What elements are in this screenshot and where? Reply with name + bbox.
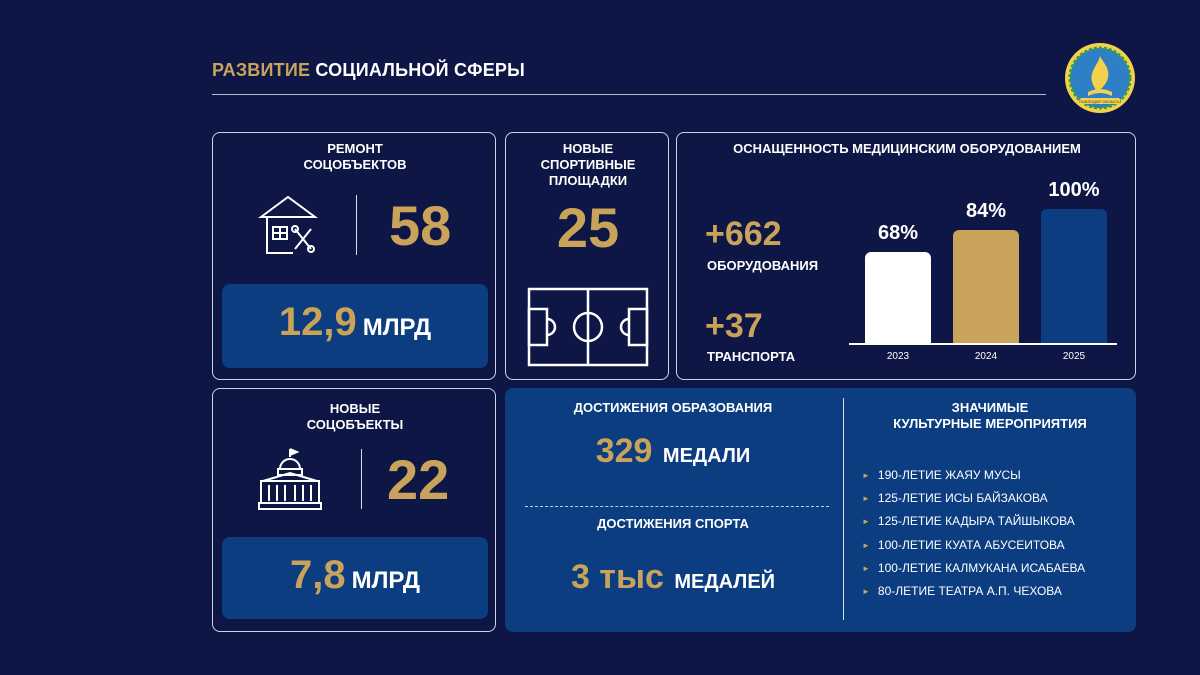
bullet-icon: ► <box>862 563 870 573</box>
new-objects-card: НОВЫЕ СОЦОБЪЕКТЫ 22 7,8 МЛРД <box>212 388 496 632</box>
sports-title: НОВЫЕ СПОРТИВНЫЕ ПЛОЩАДКИ <box>506 141 670 189</box>
new-objects-divider <box>361 449 362 509</box>
transport-count: +37 <box>705 307 763 345</box>
chart-value-label: 68% <box>877 222 919 244</box>
page-title-accent: РАЗВИТИЕ <box>212 60 311 80</box>
medical-title: ОСНАЩЕННОСТЬ МЕДИЦИНСКИМ ОБОРУДОВАНИЕМ <box>733 141 1081 156</box>
sports-count: 25 <box>556 196 620 259</box>
new-objects-amount-value: 7,8 <box>289 553 346 597</box>
culture-event: ► 80-ЛЕТИЕ ТЕАТРА А.П. ЧЕХОВА <box>862 583 1062 598</box>
culture-title: ЗНАЧИМЫЕ КУЛЬТУРНЫЕ МЕРОПРИЯТИЯ <box>851 400 1129 432</box>
new-objects-title: НОВЫЕ СОЦОБЪЕКТЫ <box>213 401 497 433</box>
transport-label: ТРАНСПОРТА <box>707 349 796 364</box>
bullet-icon: ► <box>862 471 870 480</box>
page-title: РАЗВИТИЕ СОЦИАЛЬНОЙ СФЕРЫ <box>212 60 525 81</box>
new-objects-amount-unit: МЛРД <box>351 567 421 594</box>
repair-title: РЕМОНТ СОЦОБЪЕКТОВ <box>213 141 497 173</box>
culture-event: ► 125-ЛЕТИЕ КАДЫРА ТАЙШЫКОВА <box>862 514 1075 529</box>
repair-title-line2: СОЦОБЪЕКТОВ <box>303 157 407 172</box>
medical-chart: 68% 2023 84% 2024 100% 2025 <box>677 133 1137 381</box>
new-objects-amount: 7,8 МЛРД <box>222 553 488 598</box>
sports-title-line2: СПОРТИВНЫЕ <box>540 157 636 172</box>
chart-bar-2025 <box>1041 209 1107 343</box>
bullet-icon: ► <box>862 517 870 527</box>
sport-unit: МЕДАЛЕЙ <box>674 571 776 593</box>
chart-value-label: 100% <box>1048 179 1100 201</box>
education-achievement: 329 МЕДАЛИ <box>523 432 823 471</box>
new-objects-title-line1: НОВЫЕ <box>329 401 381 416</box>
chart-bar-2024 <box>953 230 1019 343</box>
repair-divider <box>356 195 357 255</box>
chart-value-label: 84% <box>965 200 1007 222</box>
achievements-divider <box>525 506 829 507</box>
achievements-panel: ДОСТИЖЕНИЯ ОБРАЗОВАНИЯ 329 МЕДАЛИ ДОСТИЖ… <box>505 388 1136 632</box>
page-title-main: СОЦИАЛЬНОЙ СФЕРЫ <box>315 60 525 80</box>
culture-event: ► 125-ЛЕТИЕ ИСЫ БАЙЗАКОВА <box>862 491 1048 506</box>
government-building-icon <box>258 448 322 510</box>
bullet-icon: ► <box>862 586 870 596</box>
sports-title-line1: НОВЫЕ <box>562 141 614 156</box>
title-divider <box>212 94 1046 95</box>
sports-title-line3: ПЛОЩАДКИ <box>548 173 628 188</box>
bullet-icon: ► <box>862 494 870 504</box>
sport-count: 3 тыс <box>570 558 664 596</box>
repair-card: РЕМОНТ СОЦОБЪЕКТОВ 58 12,9 МЛРД <box>212 132 496 380</box>
education-title: ДОСТИЖЕНИЯ ОБРАЗОВАНИЯ <box>573 400 773 415</box>
repair-amount-panel: 12,9 МЛРД <box>222 284 488 368</box>
culture-event: ► 100-ЛЕТИЕ КАЛМУКАНА ИСАБАЕВА <box>862 560 1086 575</box>
chart-category-label: 2025 <box>1062 351 1086 362</box>
sport-achievement: 3 тыс МЕДАЛЕЙ <box>523 558 823 597</box>
medical-card: ОСНАЩЕННОСТЬ МЕДИЦИНСКИМ ОБОРУДОВАНИЕМ +… <box>676 132 1136 380</box>
equipment-count: +662 <box>705 215 782 253</box>
education-unit: МЕДАЛИ <box>662 445 751 467</box>
culture-event: ► 100-ЛЕТИЕ КУАТА АБУСЕИТОВА <box>862 537 1065 552</box>
football-field-icon <box>527 287 649 367</box>
repair-amount: 12,9 МЛРД <box>222 300 488 345</box>
sports-card: НОВЫЕ СПОРТИВНЫЕ ПЛОЩАДКИ 25 <box>505 132 669 380</box>
chart-axis <box>849 343 1117 345</box>
regional-emblem-icon: ПАВЛОДАР ОБЛЫСЫ <box>1065 43 1135 113</box>
culture-event-list: ► 190-ЛЕТИЕ ЖАЯУ МУСЫ ► 125-ЛЕТИЕ ИСЫ БАЙЗ… <box>862 467 1085 606</box>
bullet-icon: ► <box>862 540 870 550</box>
culture-event: ► 190-ЛЕТИЕ ЖАЯУ МУСЫ <box>862 468 1021 482</box>
new-objects-title-line2: СОЦОБЪЕКТЫ <box>306 417 404 432</box>
chart-category-label: 2023 <box>886 351 910 362</box>
repair-amount-unit: МЛРД <box>362 314 432 341</box>
equipment-label: ОБОРУДОВАНИЯ <box>707 258 819 273</box>
chart-category-label: 2024 <box>974 351 998 362</box>
repair-title-line1: РЕМОНТ <box>327 141 383 156</box>
new-objects-amount-panel: 7,8 МЛРД <box>222 537 488 619</box>
emblem-text: ПАВЛОДАР ОБЛЫСЫ <box>1079 99 1121 104</box>
repair-count: 58 <box>389 194 452 257</box>
education-count: 329 <box>595 432 653 470</box>
repair-amount-value: 12,9 <box>278 300 357 344</box>
sport-title: ДОСТИЖЕНИЯ СПОРТА <box>597 516 749 531</box>
culture-divider <box>843 398 844 620</box>
house-repair-icon <box>257 195 319 254</box>
culture-title-line2: КУЛЬТУРНЫЕ МЕРОПРИЯТИЯ <box>893 416 1087 431</box>
culture-title-line1: ЗНАЧИМЫЕ <box>951 400 1029 415</box>
new-objects-count: 22 <box>387 448 450 511</box>
chart-bar-2023 <box>865 252 931 343</box>
